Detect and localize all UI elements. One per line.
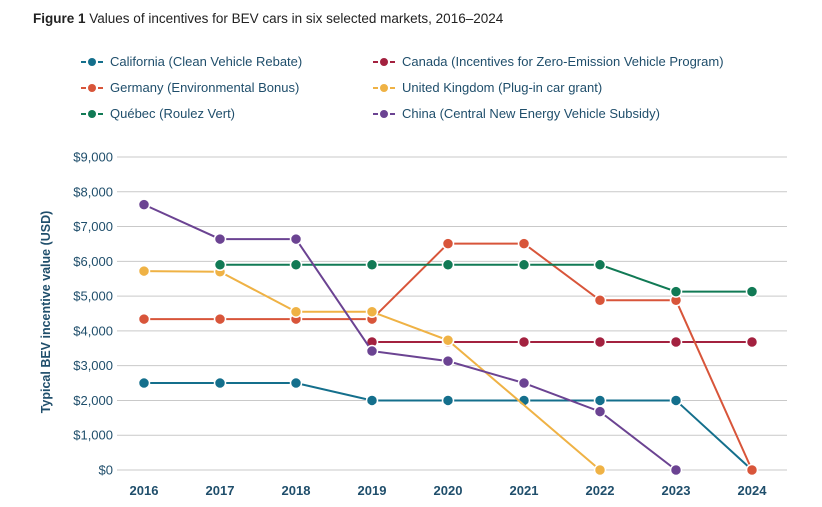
series bbox=[213, 258, 759, 298]
data-point bbox=[213, 376, 227, 390]
data-point bbox=[745, 285, 759, 298]
legend-swatch bbox=[81, 83, 103, 92]
figure-label: Figure 1 bbox=[33, 11, 86, 26]
legend-swatch bbox=[81, 57, 103, 66]
y-tick-label: $5,000 bbox=[73, 289, 113, 304]
legend-label: United Kingdom (Plug-in car grant) bbox=[402, 80, 603, 95]
data-point bbox=[669, 335, 683, 349]
data-point bbox=[517, 335, 531, 349]
x-tick-label: 2024 bbox=[738, 483, 768, 498]
data-point bbox=[745, 335, 759, 349]
data-point bbox=[137, 376, 151, 390]
x-tick-label: 2023 bbox=[662, 483, 691, 498]
series bbox=[365, 335, 759, 349]
legend-marker bbox=[88, 57, 96, 66]
data-point bbox=[441, 354, 455, 368]
data-point bbox=[289, 258, 303, 272]
chart-title: Figure 1 Values of incentives for BEV ca… bbox=[33, 11, 503, 26]
legend-item: Québec (Roulez Vert) bbox=[80, 104, 372, 123]
data-point bbox=[365, 394, 379, 407]
x-tick-label: 2019 bbox=[358, 483, 387, 498]
data-point bbox=[517, 237, 531, 250]
y-tick-label: $9,000 bbox=[73, 150, 113, 165]
data-point bbox=[593, 258, 607, 272]
x-tick-label: 2018 bbox=[282, 483, 311, 498]
x-tick-label: 2020 bbox=[434, 483, 463, 498]
data-point bbox=[365, 344, 379, 358]
legend-label: Canada (Incentives for Zero-Emission Veh… bbox=[402, 54, 724, 69]
legend-marker bbox=[88, 83, 96, 92]
legend-label: California (Clean Vehicle Rebate) bbox=[110, 54, 303, 69]
data-point bbox=[365, 305, 379, 319]
data-point bbox=[593, 463, 607, 477]
data-point bbox=[593, 294, 607, 307]
legend-swatch bbox=[373, 83, 395, 92]
data-point bbox=[593, 335, 607, 349]
data-point bbox=[517, 258, 531, 272]
legend-label: Québec (Roulez Vert) bbox=[110, 106, 236, 121]
data-point bbox=[289, 376, 303, 390]
legend-marker bbox=[380, 83, 388, 92]
data-point bbox=[213, 312, 227, 326]
data-point bbox=[441, 258, 455, 272]
data-point bbox=[289, 305, 303, 319]
data-point bbox=[593, 394, 607, 407]
y-tick-label: $4,000 bbox=[73, 323, 113, 338]
data-point bbox=[441, 394, 455, 407]
data-point bbox=[517, 376, 531, 390]
series bbox=[137, 237, 759, 477]
legend-marker bbox=[88, 109, 96, 118]
y-tick-label: $6,000 bbox=[73, 254, 113, 269]
legend-item: China (Central New Energy Vehicle Subsid… bbox=[372, 104, 792, 123]
x-tick-label: 2017 bbox=[206, 483, 235, 498]
series bbox=[137, 376, 759, 477]
legend-marker bbox=[380, 109, 388, 118]
y-tick-label: $0 bbox=[99, 463, 113, 478]
data-point bbox=[137, 264, 151, 278]
x-tick-label: 2022 bbox=[586, 483, 615, 498]
data-point bbox=[669, 463, 683, 477]
data-point bbox=[137, 198, 151, 211]
legend-swatch bbox=[373, 57, 395, 66]
y-tick-label: $1,000 bbox=[73, 428, 113, 443]
legend-swatch bbox=[81, 109, 103, 118]
legend-label: China (Central New Energy Vehicle Subsid… bbox=[402, 106, 660, 121]
legend-label: Germany (Environmental Bonus) bbox=[110, 80, 300, 95]
data-point bbox=[213, 258, 227, 272]
legend-swatch bbox=[373, 109, 395, 118]
x-tick-label: 2016 bbox=[130, 483, 159, 498]
data-point bbox=[593, 405, 607, 418]
y-tick-label: $2,000 bbox=[73, 393, 113, 408]
chart-title-text: Values of incentives for BEV cars in six… bbox=[89, 11, 504, 26]
y-tick-label: $3,000 bbox=[73, 358, 113, 373]
legend-item: Germany (Environmental Bonus) bbox=[80, 78, 372, 97]
data-point bbox=[745, 463, 759, 477]
series-line bbox=[143, 270, 601, 471]
data-point bbox=[441, 237, 455, 250]
data-point bbox=[441, 334, 455, 347]
series bbox=[137, 198, 683, 477]
series-line bbox=[220, 263, 752, 293]
legend: California (Clean Vehicle Rebate) Canada… bbox=[80, 52, 800, 123]
series bbox=[137, 264, 607, 477]
data-point bbox=[669, 285, 683, 298]
legend-item: Canada (Incentives for Zero-Emission Veh… bbox=[372, 52, 792, 71]
legend-item: United Kingdom (Plug-in car grant) bbox=[372, 78, 792, 97]
data-point bbox=[137, 312, 151, 326]
y-tick-label: $7,000 bbox=[73, 219, 113, 234]
series-line bbox=[143, 203, 677, 471]
y-tick-label: $8,000 bbox=[73, 184, 113, 199]
x-tick-label: 2021 bbox=[510, 483, 539, 498]
legend-item: California (Clean Vehicle Rebate) bbox=[80, 52, 372, 71]
data-point bbox=[289, 232, 303, 246]
data-point bbox=[669, 394, 683, 407]
legend-marker bbox=[380, 57, 388, 66]
data-point bbox=[213, 232, 227, 246]
data-point bbox=[365, 258, 379, 272]
